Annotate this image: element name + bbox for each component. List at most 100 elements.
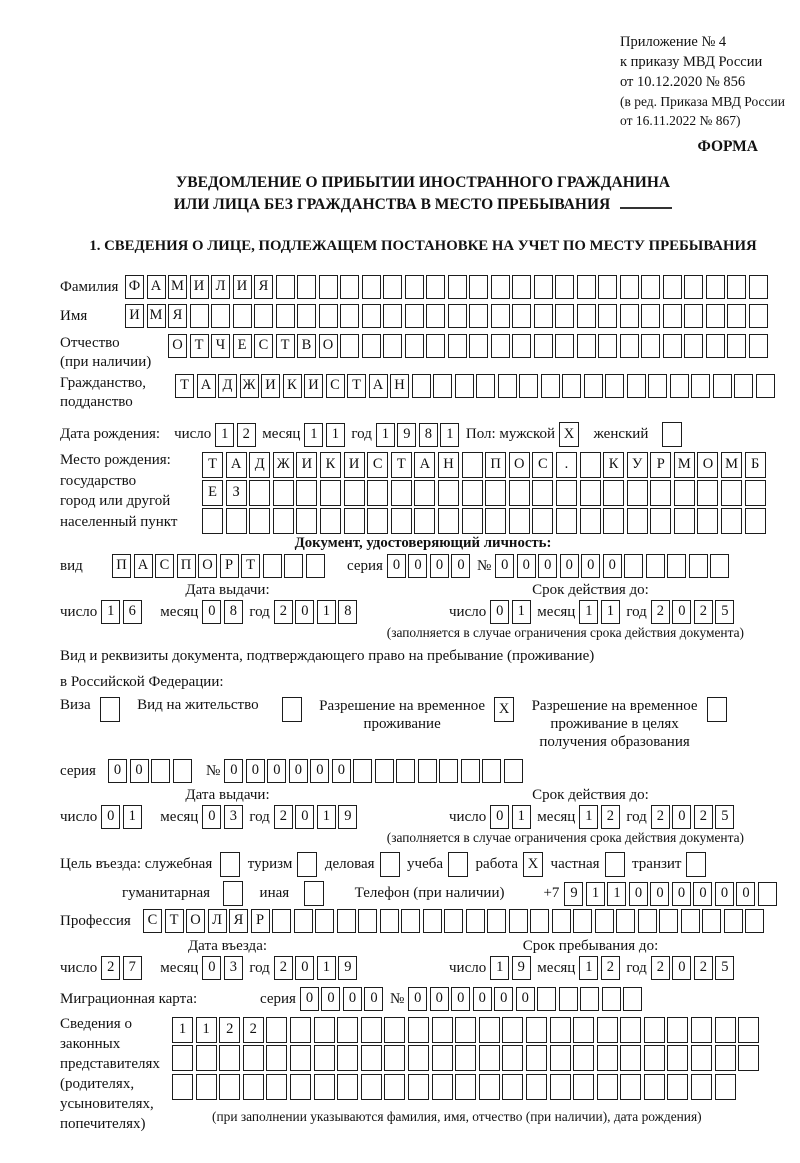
representative-cell[interactable]: [384, 1073, 406, 1100]
phone-digit-cell[interactable]: 0: [650, 881, 670, 906]
representative-cell[interactable]: [455, 1045, 477, 1071]
birthplace-cell[interactable]: [367, 508, 389, 534]
representative-cell[interactable]: [407, 1016, 429, 1043]
purpose-tourism-checkbox[interactable]: [297, 852, 318, 877]
representative-cell[interactable]: [667, 1016, 689, 1043]
patronymic-cell[interactable]: [469, 334, 488, 358]
permit-series-cell[interactable]: 0: [129, 759, 149, 783]
birthplace-cell[interactable]: [579, 480, 601, 506]
doc-valid-year-cell[interactable]: 2: [693, 600, 713, 624]
migration-series-cell[interactable]: 0: [342, 987, 362, 1011]
birthplace-cell[interactable]: [225, 508, 247, 534]
birthplace-cell[interactable]: К: [603, 452, 625, 478]
birthplace-cell[interactable]: [697, 508, 719, 534]
representative-cell[interactable]: [714, 1073, 736, 1100]
representative-cell[interactable]: [691, 1045, 713, 1071]
birth-day-cell[interactable]: 1: [215, 422, 235, 447]
permit-valid-year-cell[interactable]: 5: [715, 805, 735, 829]
firstname-cell[interactable]: [383, 304, 402, 328]
birthplace-cell[interactable]: У: [626, 452, 648, 478]
doc-valid-day-cell[interactable]: 1: [511, 600, 531, 624]
representative-cell[interactable]: [620, 1045, 642, 1071]
doc-number-cell[interactable]: 0: [581, 554, 601, 578]
birthplace-cell[interactable]: П: [485, 452, 507, 478]
representative-cell[interactable]: [384, 1016, 406, 1043]
representative-cell[interactable]: [525, 1045, 547, 1071]
birthplace-cell[interactable]: [437, 508, 459, 534]
birthplace-cell[interactable]: К: [319, 452, 341, 478]
birthplace-cell[interactable]: Е: [202, 480, 223, 506]
phone-digit-cell[interactable]: 1: [585, 881, 605, 906]
doc-kind-cell[interactable]: А: [133, 554, 153, 578]
birthplace-cell[interactable]: [343, 480, 365, 506]
firstname-cell[interactable]: [469, 304, 488, 328]
permit-number-cell[interactable]: [417, 759, 437, 783]
patronymic-cell[interactable]: [447, 334, 467, 358]
representative-cell[interactable]: [502, 1016, 524, 1043]
citizenship-cell[interactable]: [519, 374, 538, 398]
surname-cell[interactable]: [619, 275, 639, 299]
profession-cell[interactable]: [272, 909, 291, 933]
profession-cell[interactable]: Т: [164, 909, 184, 933]
birthplace-cell[interactable]: [272, 480, 294, 506]
birthplace-cell[interactable]: [249, 508, 271, 534]
phone-digit-cell[interactable]: [757, 881, 777, 906]
permit-valid-month-cell[interactable]: 2: [600, 805, 620, 829]
doc-series-cell[interactable]: 0: [408, 554, 428, 578]
migration-number-cell[interactable]: 0: [494, 987, 514, 1011]
permit-series-cell[interactable]: [151, 759, 170, 783]
surname-cell[interactable]: [684, 275, 703, 299]
migration-series-cell[interactable]: 0: [364, 987, 384, 1011]
firstname-cell[interactable]: Я: [168, 304, 187, 328]
birthplace-cell[interactable]: [579, 452, 601, 478]
birthplace-cell[interactable]: А: [225, 452, 247, 478]
birthplace-cell[interactable]: Б: [744, 452, 766, 478]
birthplace-cell[interactable]: Н: [437, 452, 459, 478]
surname-cell[interactable]: [361, 275, 381, 299]
patronymic-cell[interactable]: [533, 334, 553, 358]
representative-cell[interactable]: [573, 1073, 595, 1100]
birth-year-cell[interactable]: 1: [440, 422, 460, 447]
representative-cell[interactable]: [360, 1016, 382, 1043]
firstname-cell[interactable]: [598, 304, 617, 328]
stay-year-cell[interactable]: 5: [715, 956, 735, 980]
arrival-year-cell[interactable]: 9: [338, 956, 358, 980]
permit-issue-day-cell[interactable]: 1: [122, 805, 142, 829]
profession-cell[interactable]: [336, 909, 356, 933]
citizenship-cell[interactable]: [433, 374, 452, 398]
surname-cell[interactable]: [318, 275, 338, 299]
profession-cell[interactable]: [530, 909, 549, 933]
stay-year-cell[interactable]: 0: [672, 956, 692, 980]
doc-kind-cell[interactable]: [305, 554, 325, 578]
migration-number-cell[interactable]: [580, 987, 600, 1011]
migration-number-cell[interactable]: [601, 987, 621, 1011]
representative-cell[interactable]: 2: [219, 1016, 241, 1043]
permit-issue-day-cell[interactable]: 0: [101, 805, 121, 829]
representative-cell[interactable]: [455, 1073, 477, 1100]
birthplace-cell[interactable]: [296, 508, 318, 534]
phone-digit-cell[interactable]: 0: [736, 881, 756, 906]
female-checkbox[interactable]: [662, 422, 683, 447]
birthplace-cell[interactable]: Р: [650, 452, 672, 478]
birth-year-cell[interactable]: 1: [375, 422, 395, 447]
profession-cell[interactable]: [379, 909, 399, 933]
surname-cell[interactable]: [705, 275, 725, 299]
doc-issue-year-cell[interactable]: 1: [316, 600, 336, 624]
firstname-cell[interactable]: [447, 304, 467, 328]
doc-kind-cell[interactable]: Т: [241, 554, 260, 578]
temp-residence-checkbox[interactable]: X: [494, 697, 515, 722]
surname-cell[interactable]: [469, 275, 488, 299]
representative-cell[interactable]: [407, 1073, 429, 1100]
patronymic-cell[interactable]: [684, 334, 703, 358]
stay-day-cell[interactable]: 9: [511, 956, 531, 980]
representative-cell[interactable]: [384, 1045, 406, 1071]
firstname-cell[interactable]: [318, 304, 338, 328]
representative-cell[interactable]: [478, 1073, 500, 1100]
birthplace-cell[interactable]: [579, 508, 601, 534]
patronymic-cell[interactable]: Т: [189, 334, 209, 358]
arrival-day-cell[interactable]: 2: [101, 956, 121, 980]
surname-cell[interactable]: [404, 275, 424, 299]
doc-kind-cell[interactable]: О: [198, 554, 217, 578]
firstname-cell[interactable]: [275, 304, 295, 328]
representative-cell[interactable]: [738, 1045, 760, 1071]
